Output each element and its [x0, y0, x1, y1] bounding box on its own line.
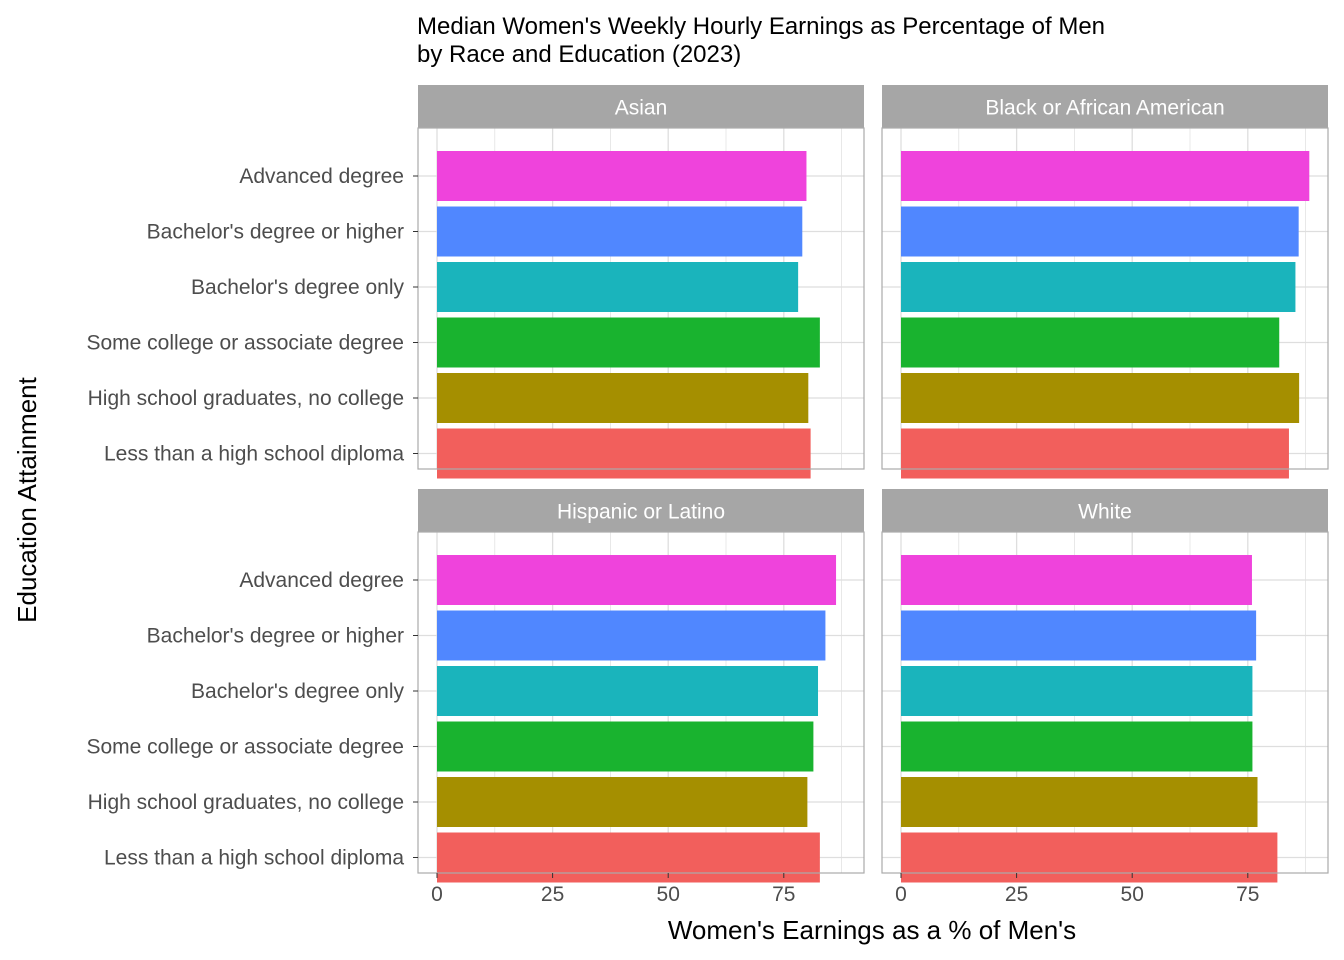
facet-strip-label: Asian	[615, 97, 668, 120]
facet-panel: White 0 25 50 75	[881, 489, 1329, 906]
bar-less-than-a-high-school-diploma	[437, 832, 820, 883]
y-tick-label: Bachelor's degree or higher	[147, 221, 404, 244]
x-tick-label: 25	[541, 883, 564, 906]
x-tick-label: 0	[431, 883, 443, 906]
x-tick-label: 0	[895, 883, 907, 906]
facet-strip	[418, 85, 864, 128]
bar-less-than-a-high-school-diploma	[901, 832, 1278, 883]
bar-bachelor-s-degree-or-higher	[437, 610, 826, 661]
bar-advanced-degree	[437, 555, 837, 605]
y-tick-label: Bachelor's degree only	[191, 680, 404, 703]
x-tick-label: 50	[1121, 883, 1144, 906]
chart-subtitle: by Race and Education (2023)	[417, 41, 741, 68]
bar-high-school-graduates-no-college	[437, 373, 809, 423]
y-tick-label: Some college or associate degree	[86, 332, 404, 355]
x-axis-label: Women's Earnings as a % of Men's	[668, 915, 1076, 945]
y-tick-label: Some college or associate degree	[86, 736, 404, 759]
bar-high-school-graduates-no-college	[901, 777, 1258, 827]
bar-less-than-a-high-school-diploma	[901, 428, 1289, 479]
bar-bachelor-s-degree-or-higher	[437, 206, 803, 257]
bar-some-college-or-associate-degree	[901, 317, 1280, 368]
y-axis-label: Education Attainment	[12, 376, 42, 622]
x-tick-label: 75	[772, 883, 795, 906]
x-tick-label: 25	[1005, 883, 1028, 906]
facet-strip	[882, 489, 1328, 532]
y-tick-label: High school graduates, no college	[88, 791, 404, 814]
y-tick-label: Bachelor's degree only	[191, 276, 404, 299]
facet-strip	[418, 489, 864, 532]
bar-high-school-graduates-no-college	[437, 777, 808, 827]
bar-bachelor-s-degree-only	[901, 666, 1253, 716]
facet-panel: Hispanic or Latino Advanced degree Bachelo…	[86, 489, 865, 906]
bar-bachelor-s-degree-or-higher	[901, 610, 1257, 661]
bar-some-college-or-associate-degree	[901, 721, 1253, 772]
panel-border	[417, 531, 865, 874]
bar-high-school-graduates-no-college	[901, 373, 1300, 423]
facet-panel: Asian Advanced degree Bachelor's degree or…	[86, 85, 865, 479]
facet-strip-label: White	[1078, 501, 1132, 524]
facet-panel: Black or African American	[881, 85, 1329, 479]
panel-border	[881, 531, 1329, 874]
y-tick-label: Bachelor's degree or higher	[147, 625, 404, 648]
bar-some-college-or-associate-degree	[437, 317, 820, 368]
panel-border	[417, 127, 865, 470]
y-tick-label: Advanced degree	[239, 569, 404, 592]
panel-border	[881, 127, 1329, 470]
y-tick-label: Less than a high school diploma	[104, 443, 404, 466]
facet-strip-label: Black or African American	[985, 97, 1224, 120]
bar-bachelor-s-degree-only	[901, 262, 1296, 312]
y-tick-label: Advanced degree	[239, 165, 404, 188]
facet-strip	[882, 85, 1328, 128]
y-tick-label: Less than a high school diploma	[104, 847, 404, 870]
facet-strip-label: Hispanic or Latino	[557, 501, 725, 524]
bar-bachelor-s-degree-or-higher	[901, 206, 1299, 257]
y-tick-label: High school graduates, no college	[88, 387, 404, 410]
chart-title: Median Women's Weekly Hourly Earnings as…	[417, 13, 1105, 40]
bar-advanced-degree	[901, 151, 1310, 201]
x-tick-label: 50	[657, 883, 680, 906]
x-tick-label: 75	[1236, 883, 1259, 906]
bar-advanced-degree	[901, 555, 1252, 605]
bar-bachelor-s-degree-only	[437, 666, 819, 716]
bar-bachelor-s-degree-only	[437, 262, 799, 312]
bar-less-than-a-high-school-diploma	[437, 428, 811, 479]
bar-advanced-degree	[437, 151, 807, 201]
bar-some-college-or-associate-degree	[437, 721, 814, 772]
